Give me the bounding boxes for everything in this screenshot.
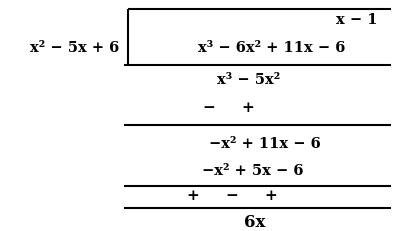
Text: 6x: 6x [245,213,266,230]
Text: x³ − 6x² + 11x − 6: x³ − 6x² + 11x − 6 [198,40,345,54]
Text: −x² + 5x − 6: −x² + 5x − 6 [202,163,304,177]
Text: x − 1: x − 1 [336,13,377,27]
Text: −x² + 11x − 6: −x² + 11x − 6 [209,136,321,150]
Text: +     −     +: + − + [188,188,278,202]
Text: x³ − 5x²: x³ − 5x² [217,73,281,87]
Text: x² − 5x + 6: x² − 5x + 6 [30,40,119,54]
Text: −     +: − + [203,100,255,114]
